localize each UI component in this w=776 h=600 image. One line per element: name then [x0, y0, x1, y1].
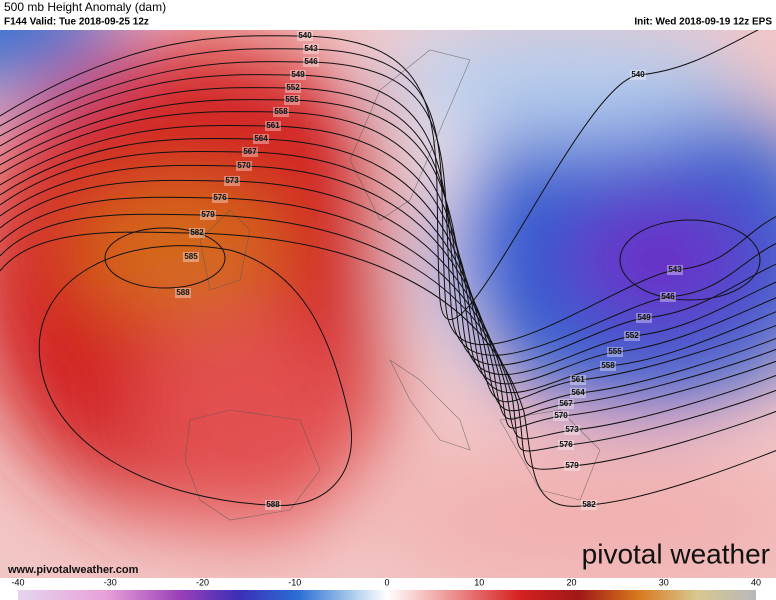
- contour-label: 579: [201, 210, 215, 219]
- contour-label: 564: [254, 134, 268, 143]
- contour-line: [0, 124, 776, 403]
- contour-line: [0, 231, 776, 507]
- contour-label: 564: [571, 388, 585, 397]
- contour-label-bg: [558, 399, 574, 409]
- contour-label-bg: [265, 500, 281, 510]
- contour-label-bg: [630, 70, 646, 80]
- contour-label: 549: [637, 313, 651, 322]
- contour-label: 543: [668, 265, 682, 274]
- contour-label-bg: [660, 292, 676, 302]
- contour-line: [104, 227, 226, 289]
- init-time: Init: Wed 2018-09-19 12z EPS: [634, 17, 772, 28]
- contour-line: [0, 196, 776, 452]
- contour-label-bg: [607, 347, 623, 357]
- contour-label: 540: [298, 31, 312, 40]
- contour-label-bg: [189, 228, 205, 238]
- contour-label-bg: [570, 388, 586, 398]
- contour-label-bg: [558, 440, 574, 450]
- contour-label: 573: [565, 425, 579, 434]
- contour-label: 570: [237, 161, 251, 170]
- colorbar-tick-label: -40: [11, 577, 24, 587]
- contour-label: 558: [274, 107, 288, 116]
- colorbar-tick-label: -20: [196, 577, 209, 587]
- contour-label-bg: [175, 288, 191, 298]
- contour-label-bg: [297, 31, 313, 41]
- contour-label: 588: [266, 500, 280, 509]
- contour-line: [38, 245, 352, 507]
- contour-label-bg: [183, 252, 199, 262]
- contour-label: 570: [554, 411, 568, 420]
- contour-label: 573: [225, 176, 239, 185]
- contour-label: 588: [176, 288, 190, 297]
- contour-label-bg: [581, 500, 597, 510]
- title: 500 mb Height Anomaly (dam): [4, 0, 166, 14]
- contour-label-bg: [236, 161, 252, 171]
- valid-time: F144 Valid: Tue 2018-09-25 12z: [4, 17, 149, 28]
- contour-label-bg: [564, 461, 580, 471]
- colorbar-tick-label: 10: [474, 577, 484, 587]
- contour-label: 585: [184, 252, 198, 261]
- colorbar-tick-label: 0: [384, 577, 389, 587]
- contour-label-bg: [564, 425, 580, 435]
- contour-label-bg: [273, 107, 289, 117]
- contour-label: 555: [608, 347, 622, 356]
- contour-label-bg: [224, 176, 240, 186]
- height-contours: [0, 30, 776, 507]
- contour-label: 558: [601, 361, 615, 370]
- contour-label: 549: [291, 70, 305, 79]
- contour-label-bg: [285, 83, 301, 93]
- contour-line: [0, 111, 776, 394]
- contour-label: 540: [631, 70, 645, 79]
- contour-label-bg: [242, 147, 258, 157]
- contour-label: 555: [285, 95, 299, 104]
- contour-label: 552: [625, 331, 639, 340]
- contour-label: 546: [304, 57, 318, 66]
- contour-label: 576: [213, 193, 227, 202]
- contour-label: 543: [304, 44, 318, 53]
- coastlines: [184, 49, 601, 521]
- contour-label-bg: [303, 57, 319, 67]
- contour-line: [619, 219, 761, 301]
- contour-label: 561: [266, 121, 280, 130]
- contour-label-bg: [553, 411, 569, 421]
- contour-line: [0, 48, 776, 346]
- contour-label-bg: [200, 210, 216, 220]
- contour-label: 561: [571, 375, 585, 384]
- contour-label-bg: [265, 121, 281, 131]
- contour-label: 546: [661, 292, 675, 301]
- contour-label-bg: [284, 95, 300, 105]
- contour-label-bg: [624, 331, 640, 341]
- colorbar: [18, 590, 756, 600]
- contour-label: 579: [565, 461, 579, 470]
- brand: pivotal weather: [582, 538, 770, 569]
- contour-label-bg: [290, 70, 306, 80]
- contour-line: [0, 99, 776, 385]
- contour-label-bg: [570, 375, 586, 385]
- contour-label: 552: [286, 83, 300, 92]
- contour-label: 582: [190, 228, 204, 237]
- colorbar-tick-label: 20: [566, 577, 576, 587]
- contour-label: 576: [559, 440, 573, 449]
- contour-line: [0, 213, 776, 470]
- contour-label-bg: [636, 313, 652, 323]
- contour-line: [0, 30, 759, 321]
- contour-label-bg: [303, 44, 319, 54]
- contour-label: 567: [559, 399, 573, 408]
- contour-line: [0, 87, 776, 376]
- contour-label-bg: [253, 134, 269, 144]
- contour-label: 582: [582, 500, 596, 509]
- colorbar-tick-label: 30: [659, 577, 669, 587]
- contour-label-bg: [600, 361, 616, 371]
- contour-label: 567: [243, 147, 257, 156]
- contour-label-bg: [667, 265, 683, 275]
- website: www.pivotalweather.com: [7, 564, 139, 576]
- colorbar-tick-label: -10: [288, 577, 301, 587]
- contour-line: [0, 74, 776, 366]
- colorbar-tick-label: -30: [104, 577, 117, 587]
- colorbar-tick-label: 40: [751, 577, 761, 587]
- contour-label-bg: [212, 193, 228, 203]
